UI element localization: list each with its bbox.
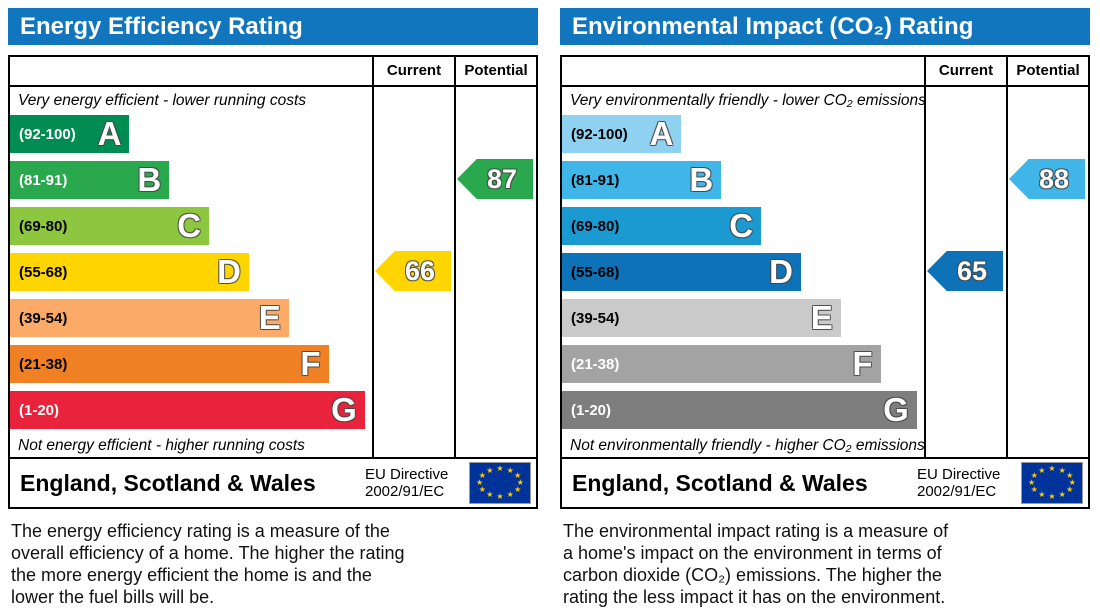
co2-bottom-caption: Not environmentally friendly - higher CO… [570, 437, 925, 454]
band-g: (1-20) G [10, 391, 365, 429]
co2-band-chart: Very environmentally friendly - lower CO… [562, 87, 926, 457]
co2-rating-table: Current Potential Very environmentally f… [560, 55, 1090, 509]
eu-directive-label: EU Directive 2002/91/EC [365, 465, 449, 500]
potential-column-header: Potential [1006, 57, 1088, 85]
band-a: (92-100) A [10, 115, 130, 153]
eu-flag-icon: ★ ★ ★ ★ ★ ★ ★ ★ ★ ★ ★ ★ [469, 462, 531, 504]
band-row-g: (1-20) G [562, 387, 924, 433]
energy-band-chart: Very energy efficient - lower running co… [10, 87, 372, 457]
band-a: (92-100) A [562, 115, 682, 153]
band-g-letter: G [883, 391, 909, 428]
energy-current-column: 66 [372, 87, 454, 457]
band-row-a: (92-100) A [562, 111, 924, 157]
energy-description-text: The energy efficiency rating is a measur… [11, 521, 405, 607]
band-g-range: (1-20) [19, 401, 60, 419]
eu-directive-label: EU Directive 2002/91/EC [917, 465, 1001, 500]
band-e-letter: E [258, 299, 281, 336]
band-row-g: (1-20) G [10, 387, 372, 433]
band-row-e: (39-54) E [10, 295, 372, 341]
band-e-range: (39-54) [19, 309, 68, 327]
band-b: (81-91) B [562, 161, 722, 199]
co2-description-text: The environmental impact rating is a mea… [563, 521, 949, 607]
band-row-f: (21-38) F [10, 341, 372, 387]
band-d: (55-68) D [10, 253, 249, 291]
band-row-c: (69-80) C [562, 203, 924, 249]
energy-table-header: Current Potential [10, 57, 536, 87]
energy-bottom-caption: Not energy efficient - higher running co… [18, 437, 305, 454]
co2-table-header: Current Potential [562, 57, 1088, 87]
band-row-e: (39-54) E [562, 295, 924, 341]
band-c: (69-80) C [10, 207, 210, 245]
band-f-range: (21-38) [19, 355, 68, 373]
band-g-range: (1-20) [571, 401, 612, 419]
energy-potential-column: 87 [454, 87, 536, 457]
band-c-letter: C [177, 207, 202, 244]
band-a-letter: A [649, 115, 674, 152]
band-f: (21-38) F [562, 345, 881, 383]
energy-efficiency-panel: Energy Efficiency Rating Current Potenti… [8, 8, 538, 609]
co2-potential-arrow: 88 [1009, 159, 1085, 199]
band-row-f: (21-38) F [562, 341, 924, 387]
band-b-range: (81-91) [19, 171, 68, 189]
environmental-impact-panel: Environmental Impact (CO₂) Rating Curren… [560, 8, 1090, 609]
band-g-letter: G [331, 391, 357, 428]
co2-bands: (92-100) A (81-91) B (69 [562, 111, 924, 433]
region-label: England, Scotland & Wales [572, 469, 868, 496]
band-row-d: (55-68) D [562, 249, 924, 295]
potential-column-header: Potential [454, 57, 536, 85]
co2-chart-body: Very environmentally friendly - lower CO… [562, 87, 1088, 457]
band-row-b: (81-91) B [562, 157, 924, 203]
band-c-range: (69-80) [19, 217, 68, 235]
band-e-range: (39-54) [571, 309, 620, 327]
energy-panel-title: Energy Efficiency Rating [8, 8, 538, 45]
band-a-range: (92-100) [19, 125, 76, 143]
band-d-range: (55-68) [571, 263, 620, 281]
band-row-a: (92-100) A [10, 111, 372, 157]
band-e: (39-54) E [10, 299, 289, 337]
band-f-letter: F [852, 345, 873, 382]
band-e-letter: E [810, 299, 833, 336]
band-d-letter: D [769, 253, 793, 290]
band-row-c: (69-80) C [10, 203, 372, 249]
band-b: (81-91) B [10, 161, 170, 199]
co2-top-caption: Very environmentally friendly - lower CO… [570, 92, 926, 109]
energy-rating-table: Current Potential Very energy efficient … [8, 55, 538, 509]
co2-potential-column: 88 [1006, 87, 1088, 457]
band-b-letter: B [137, 161, 162, 198]
co2-current-arrow: 65 [927, 251, 1003, 291]
current-column-header: Current [372, 57, 454, 85]
header-spacer [10, 57, 372, 85]
band-c-letter: C [729, 207, 754, 244]
energy-chart-body: Very energy efficient - lower running co… [10, 87, 536, 457]
band-b-letter: B [689, 161, 714, 198]
current-column-header: Current [924, 57, 1006, 85]
band-f: (21-38) F [10, 345, 329, 383]
eu-flag-icon: ★ ★ ★ ★ ★ ★ ★ ★ ★ ★ ★ ★ [1021, 462, 1083, 504]
energy-bands: (92-100) A (81-91) B (69 [10, 111, 372, 433]
band-d: (55-68) D [562, 253, 801, 291]
header-spacer [562, 57, 924, 85]
co2-panel-title: Environmental Impact (CO₂) Rating [560, 8, 1090, 45]
band-a-range: (92-100) [571, 125, 628, 143]
band-c-range: (69-80) [571, 217, 620, 235]
band-a-letter: A [97, 115, 122, 152]
co2-table-footer: England, Scotland & Wales EU Directive 2… [562, 457, 1088, 507]
band-e: (39-54) E [562, 299, 841, 337]
band-c: (69-80) C [562, 207, 762, 245]
band-b-range: (81-91) [571, 171, 620, 189]
band-d-letter: D [217, 253, 241, 290]
co2-current-column: 65 [924, 87, 1006, 457]
region-label: England, Scotland & Wales [20, 469, 316, 496]
band-row-b: (81-91) B [10, 157, 372, 203]
band-row-d: (55-68) D [10, 249, 372, 295]
band-f-letter: F [300, 345, 321, 382]
band-g: (1-20) G [562, 391, 917, 429]
energy-current-arrow: 66 [375, 251, 451, 291]
energy-potential-arrow: 87 [457, 159, 533, 199]
band-d-range: (55-68) [19, 263, 68, 281]
energy-table-footer: England, Scotland & Wales EU Directive 2… [10, 457, 536, 507]
energy-top-caption: Very energy efficient - lower running co… [18, 92, 307, 109]
band-f-range: (21-38) [571, 355, 620, 373]
